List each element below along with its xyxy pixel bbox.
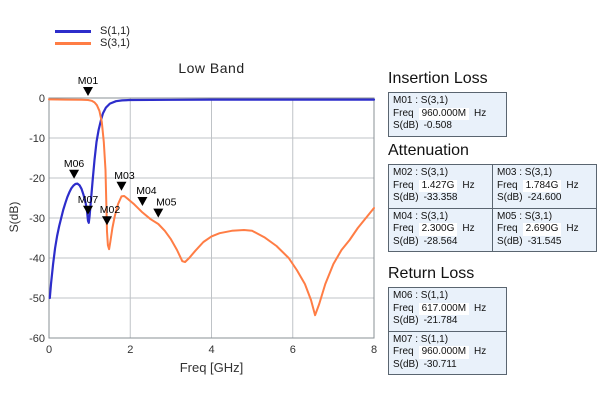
y-tick-label: -10 (29, 133, 45, 145)
sdb-value: -0.508 (423, 120, 452, 131)
chart-title: Low Band (178, 60, 245, 76)
freq-unit: Hz (474, 107, 487, 119)
marker-table-return-loss: M06 : S(1,1) Freq 617.000M Hz S(dB) -21.… (388, 287, 507, 375)
y-tick-label: -40 (29, 253, 45, 265)
marker-label-m01: M01 (78, 75, 99, 87)
marker-label-m02: M02 (100, 204, 121, 216)
y-tick-label: -50 (29, 293, 45, 305)
marker-name-line: M05 : S(3,1) (497, 210, 553, 222)
sdb-label: S(dB) (393, 235, 419, 247)
freq-unit: Hz (566, 223, 579, 234)
x-tick-label: 0 (46, 344, 52, 356)
sdb-value: -30.711 (423, 358, 457, 370)
sdb-label: S(dB) (497, 235, 523, 247)
freq-value-field[interactable]: 2.690G (522, 223, 562, 236)
freq-label: Freq (393, 346, 414, 357)
freq-unit: Hz (566, 179, 579, 191)
plot-frame (48, 97, 375, 339)
section-heading: Return Loss (388, 265, 475, 282)
freq-label: Freq (497, 223, 518, 234)
series-line-S31 (48, 98, 375, 317)
sdb-label: S(dB) (393, 358, 419, 370)
marker-triangle-m02[interactable] (101, 216, 112, 226)
section-heading: Insertion Loss (388, 70, 488, 87)
section-return-loss: Return Loss M06 : S(1,1) Freq 617.000M H… (388, 265, 507, 375)
marker-readout-m03: M03 : S(3,1) Freq 1.784G Hz S(dB) -24.60… (492, 164, 596, 208)
sdb-value: -28.564 (423, 235, 458, 247)
freq-unit: Hz (462, 179, 475, 191)
freq-label: Freq (393, 302, 414, 314)
legend: S(1,1) S(3,1) (55, 25, 130, 49)
sdb-label: S(dB) (393, 120, 419, 131)
freq-label: Freq (393, 107, 414, 119)
x-axis-label: Freq [GHz] (179, 360, 244, 375)
x-tick-label: 2 (127, 344, 133, 356)
sdb-value: -31.545 (527, 235, 562, 247)
legend-line-swatch-s11 (55, 29, 91, 33)
section-attenuation: Attenuation M02 : S(3,1) Freq 1.427G Hz … (388, 142, 597, 252)
freq-value-field[interactable]: 960.000M (418, 107, 470, 120)
freq-value-field[interactable]: 960.000M (418, 346, 470, 359)
marker-name-line: M01 : S(3,1) (393, 95, 449, 106)
x-tick-label: 6 (290, 344, 296, 356)
freq-unit: Hz (462, 223, 475, 234)
legend-item-s11: S(1,1) (55, 25, 130, 37)
x-tick-label: 8 (371, 344, 377, 356)
freq-label: Freq (393, 223, 414, 234)
marker-readout-m05: M05 : S(3,1) Freq 2.690G Hz S(dB) -31.54… (492, 207, 596, 251)
freq-value-field[interactable]: 617.000M (418, 302, 470, 315)
marker-triangle-m04[interactable] (137, 197, 148, 206)
sdb-value: -24.600 (527, 192, 562, 203)
series-line-S11 (48, 98, 376, 300)
freq-value-field[interactable]: 1.427G (418, 179, 458, 192)
marker-readout-m02: M02 : S(3,1) Freq 1.427G Hz S(dB) -33.35… (388, 164, 492, 208)
marker-label-m05: M05 (156, 197, 177, 209)
freq-label: Freq (497, 179, 518, 191)
legend-item-s31: S(3,1) (55, 37, 130, 49)
y-tick-label: -20 (29, 173, 45, 185)
marker-readout-m06: M06 : S(1,1) Freq 617.000M Hz S(dB) -21.… (388, 287, 506, 331)
marker-name-line: M04 : S(3,1) (393, 210, 449, 222)
marker-table-insertion-loss: M01 : S(3,1) Freq 960.000M Hz S(dB) -0.5… (388, 92, 507, 137)
marker-triangle-m03[interactable] (116, 181, 127, 191)
marker-name-line: M06 : S(1,1) (393, 290, 449, 301)
marker-label-m03: M03 (114, 170, 135, 182)
legend-label: S(1,1) (100, 25, 130, 37)
section-insertion-loss: Insertion Loss M01 : S(3,1) Freq 960.000… (388, 70, 507, 137)
sdb-value: -33.358 (423, 192, 458, 203)
marker-table-attenuation: M02 : S(3,1) Freq 1.427G Hz S(dB) -33.35… (388, 164, 597, 252)
sdb-label: S(dB) (393, 192, 419, 203)
legend-line-swatch-s31 (55, 41, 91, 45)
freq-label: Freq (393, 179, 414, 191)
marker-label-m07: M07 (78, 194, 99, 206)
marker-readout-m07: M07 : S(1,1) Freq 960.000M Hz S(dB) -30.… (388, 330, 506, 374)
marker-readout-m04: M04 : S(3,1) Freq 2.300G Hz S(dB) -28.56… (388, 207, 492, 251)
freq-value-field[interactable]: 2.300G (418, 223, 458, 236)
sdb-value: -21.784 (423, 315, 458, 326)
section-heading: Attenuation (388, 142, 469, 159)
marker-triangle-m07[interactable] (83, 205, 93, 215)
marker-name-line: M03 : S(3,1) (497, 167, 553, 178)
marker-triangle-m05[interactable] (153, 208, 164, 218)
marker-label-m04: M04 (136, 185, 157, 197)
x-tick-label: 4 (208, 344, 214, 356)
y-tick-label: -60 (29, 333, 45, 345)
freq-unit: Hz (474, 346, 487, 357)
y-tick-label: 0 (39, 93, 45, 105)
legend-label: S(3,1) (100, 37, 130, 49)
marker-readout-m01: M01 : S(3,1) Freq 960.000M Hz S(dB) -0.5… (388, 92, 506, 136)
marker-name-line: M02 : S(3,1) (393, 167, 449, 178)
freq-unit: Hz (474, 302, 487, 314)
marker-triangle-m06[interactable] (69, 169, 80, 179)
sdb-label: S(dB) (393, 315, 419, 326)
marker-label-m06: M06 (64, 158, 85, 170)
y-tick-label: -30 (29, 213, 45, 225)
freq-value-field[interactable]: 1.784G (522, 179, 562, 192)
marker-triangle-m01[interactable] (83, 87, 93, 96)
sdb-label: S(dB) (497, 192, 523, 203)
marker-name-line: M07 : S(1,1) (393, 333, 449, 345)
